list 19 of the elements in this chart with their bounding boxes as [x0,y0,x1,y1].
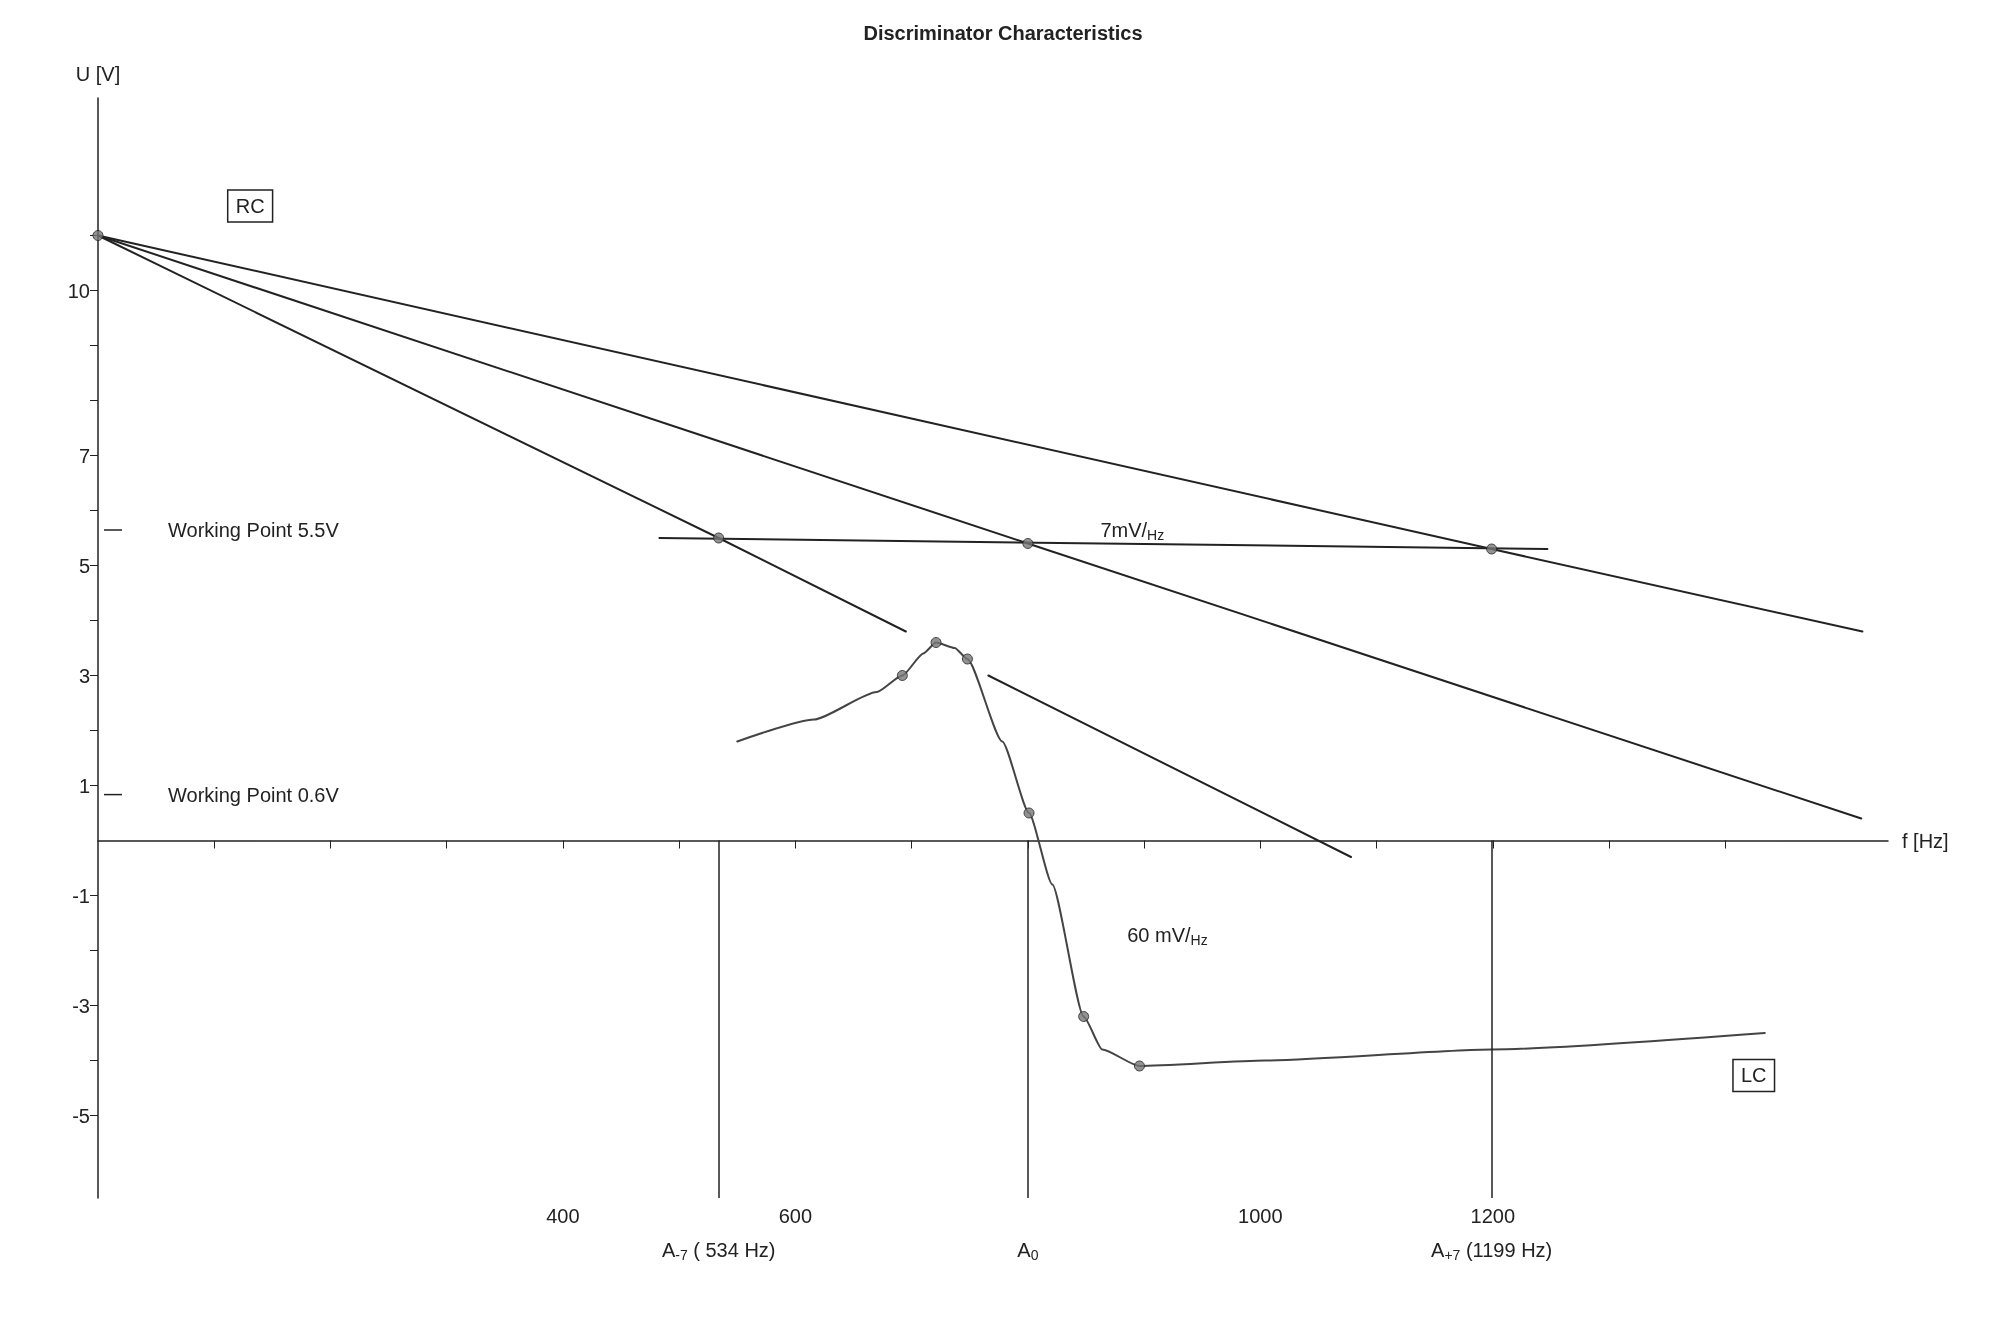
y-tick-label: 7 [78,444,90,467]
x-tick-label: 1200 [1470,1205,1516,1227]
y-tick-label: 5 [78,554,90,577]
y-tick-label: 3 [78,664,90,687]
y-tick-label: 1 [78,774,90,797]
x-axis-title: f [Hz] [1902,829,1949,852]
y-tick-label: -1 [72,884,90,907]
annotation: RC [235,195,265,217]
y-tick-label: -5 [72,1104,90,1127]
x-tick-label: 400 [546,1205,580,1227]
y-axis-title: U [V] [75,63,121,85]
annotation: LC [1740,1064,1767,1087]
annotation: Working Point 0.6V [168,783,340,806]
x-tick-label: 1000 [1238,1205,1283,1227]
y-tick-label: -3 [72,994,90,1017]
annotation: Working Point 5.5V [168,519,340,541]
y-tick-label: 10 [67,279,90,302]
x-tick-label: 600 [778,1205,813,1227]
chart-title: Discriminator Characteristics [863,22,1143,44]
